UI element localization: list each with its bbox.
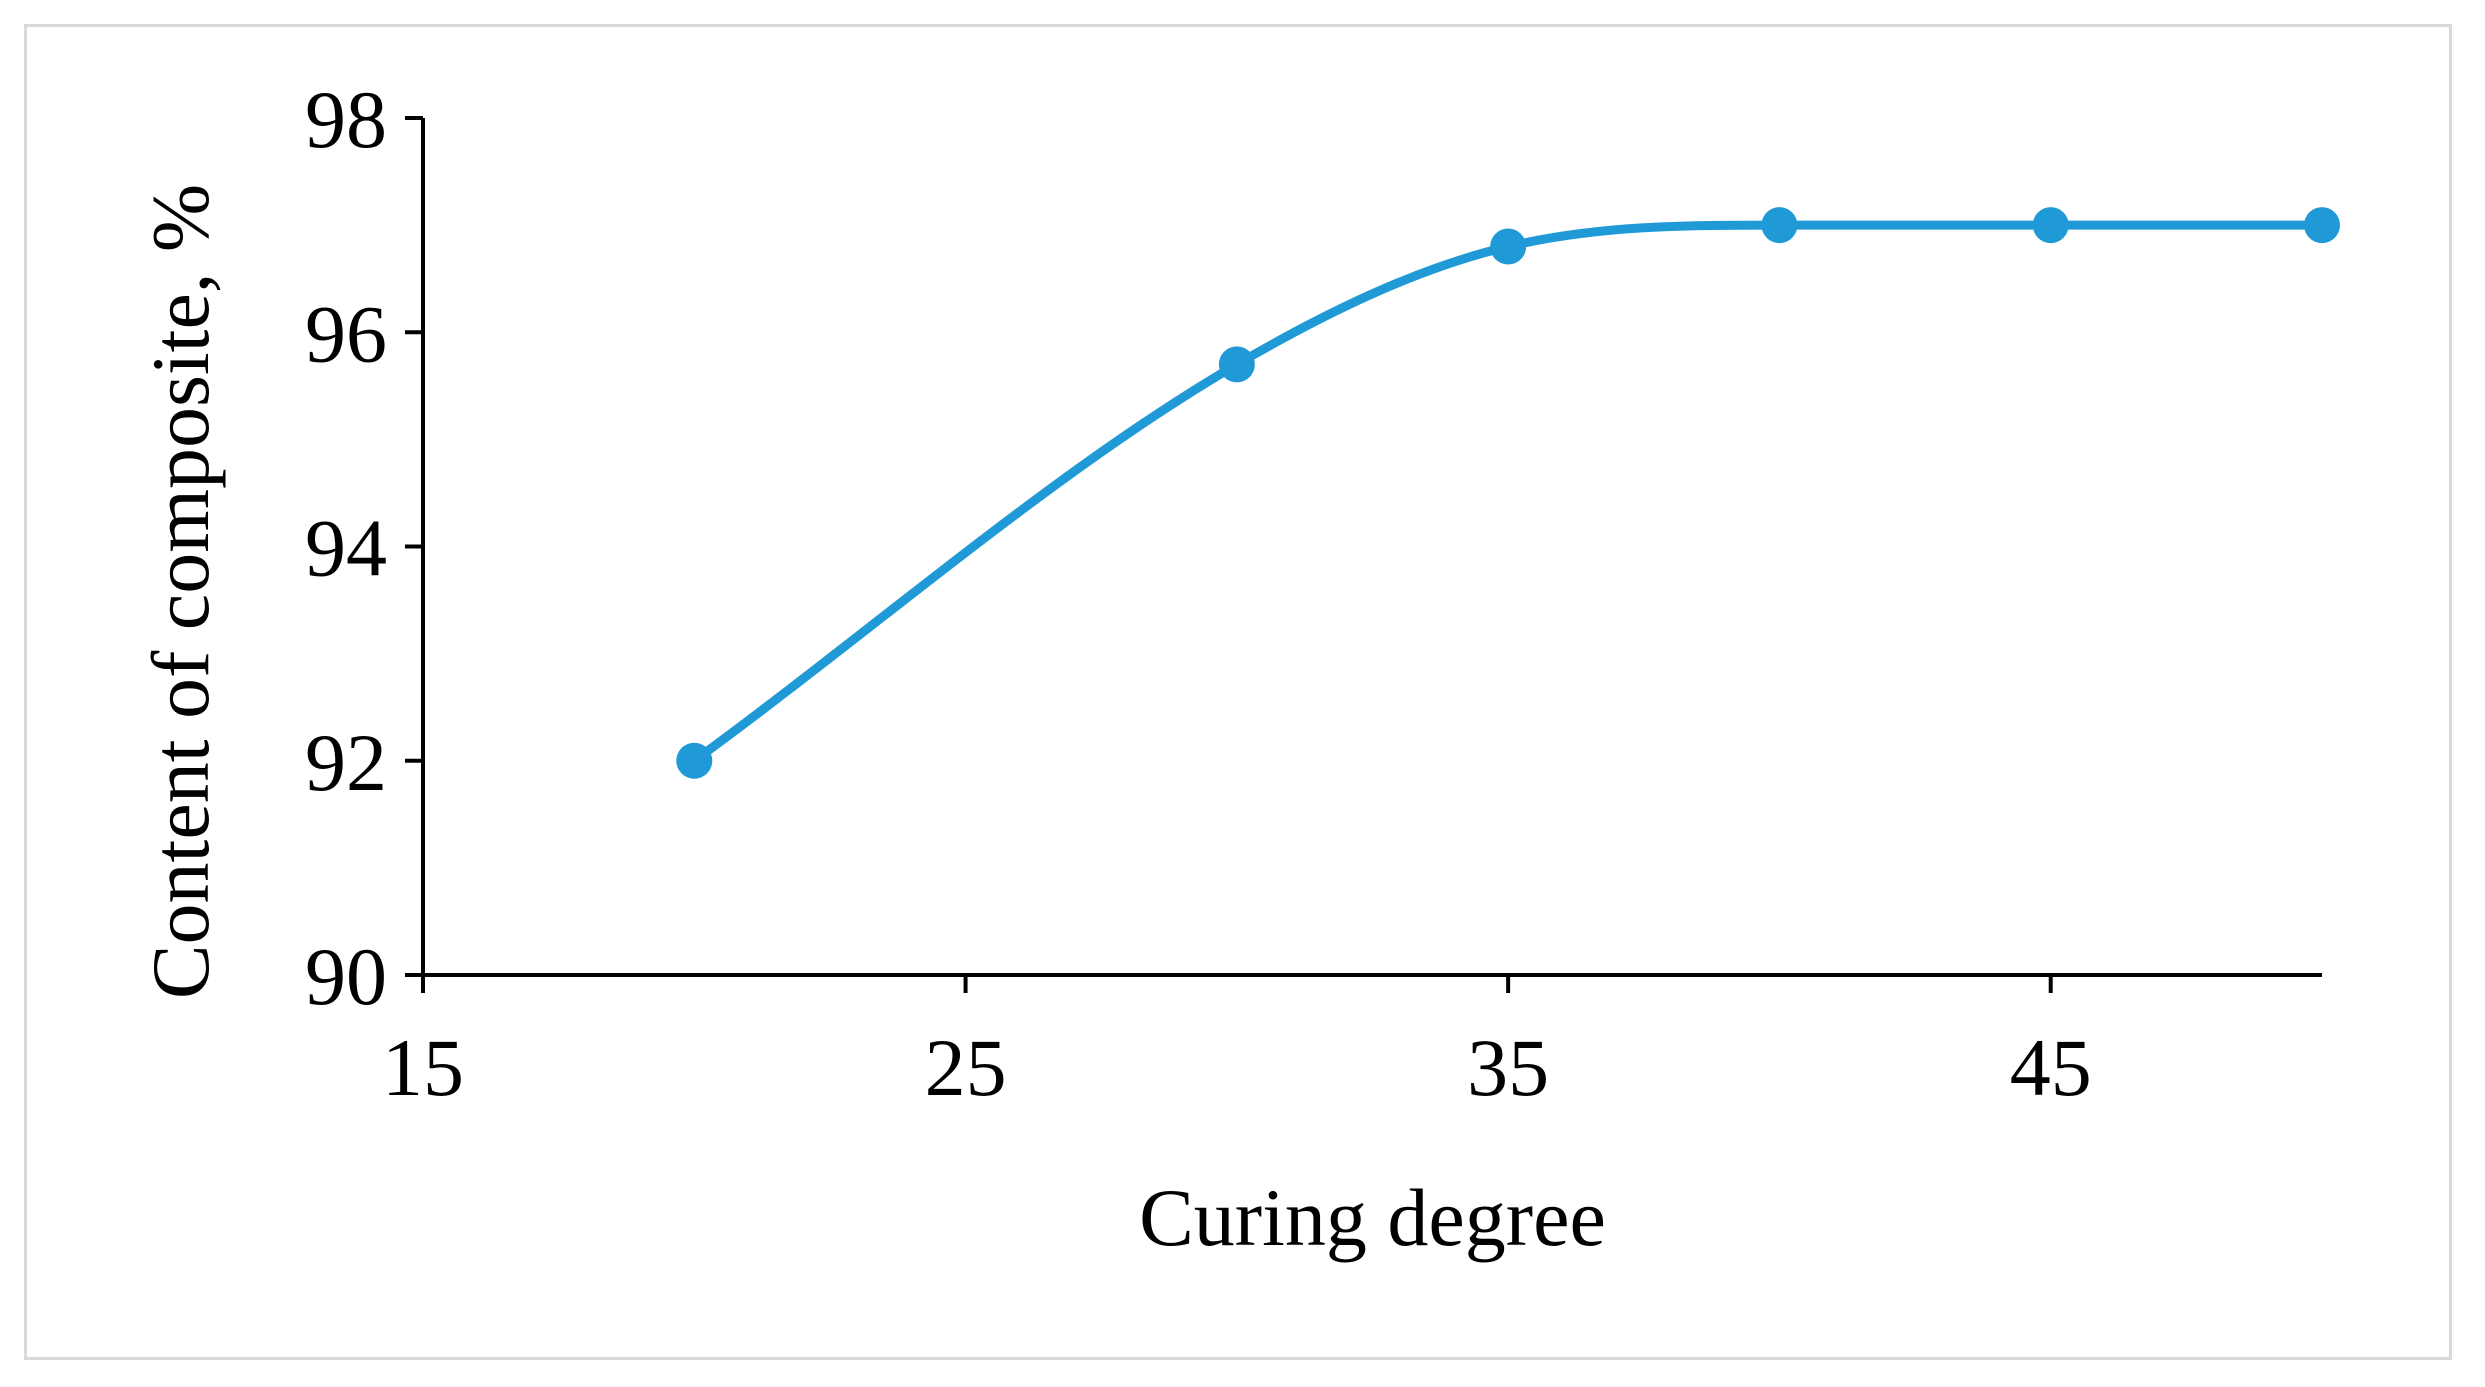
data-point bbox=[676, 742, 713, 779]
data-point bbox=[2304, 207, 2340, 244]
data-point bbox=[1490, 228, 1527, 265]
data-point bbox=[2032, 207, 2069, 244]
chart-frame bbox=[24, 24, 2452, 1360]
y-tick-label: 96 bbox=[305, 288, 387, 379]
data-point bbox=[1218, 346, 1255, 383]
y-tick-label: 90 bbox=[305, 931, 387, 1022]
series-line bbox=[689, 220, 2327, 766]
x-tick-label: 35 bbox=[1467, 1022, 1549, 1113]
chart-ticks: 90 92 94 96 98 15 25 35 45 bbox=[305, 74, 2092, 1113]
y-tick-label: 98 bbox=[305, 74, 387, 165]
x-tick-label: 45 bbox=[2010, 1022, 2092, 1113]
chart-axes bbox=[421, 118, 2322, 977]
data-point bbox=[1761, 207, 1798, 244]
y-axis-title: Content of composite, % bbox=[135, 184, 226, 999]
chart-series bbox=[676, 207, 2340, 779]
x-tick-label: 15 bbox=[382, 1022, 464, 1113]
x-axis-title: Curing degree bbox=[1139, 1172, 1606, 1263]
x-tick-label: 25 bbox=[925, 1022, 1007, 1113]
y-tick-label: 92 bbox=[305, 717, 387, 808]
y-tick-label: 94 bbox=[305, 503, 387, 594]
